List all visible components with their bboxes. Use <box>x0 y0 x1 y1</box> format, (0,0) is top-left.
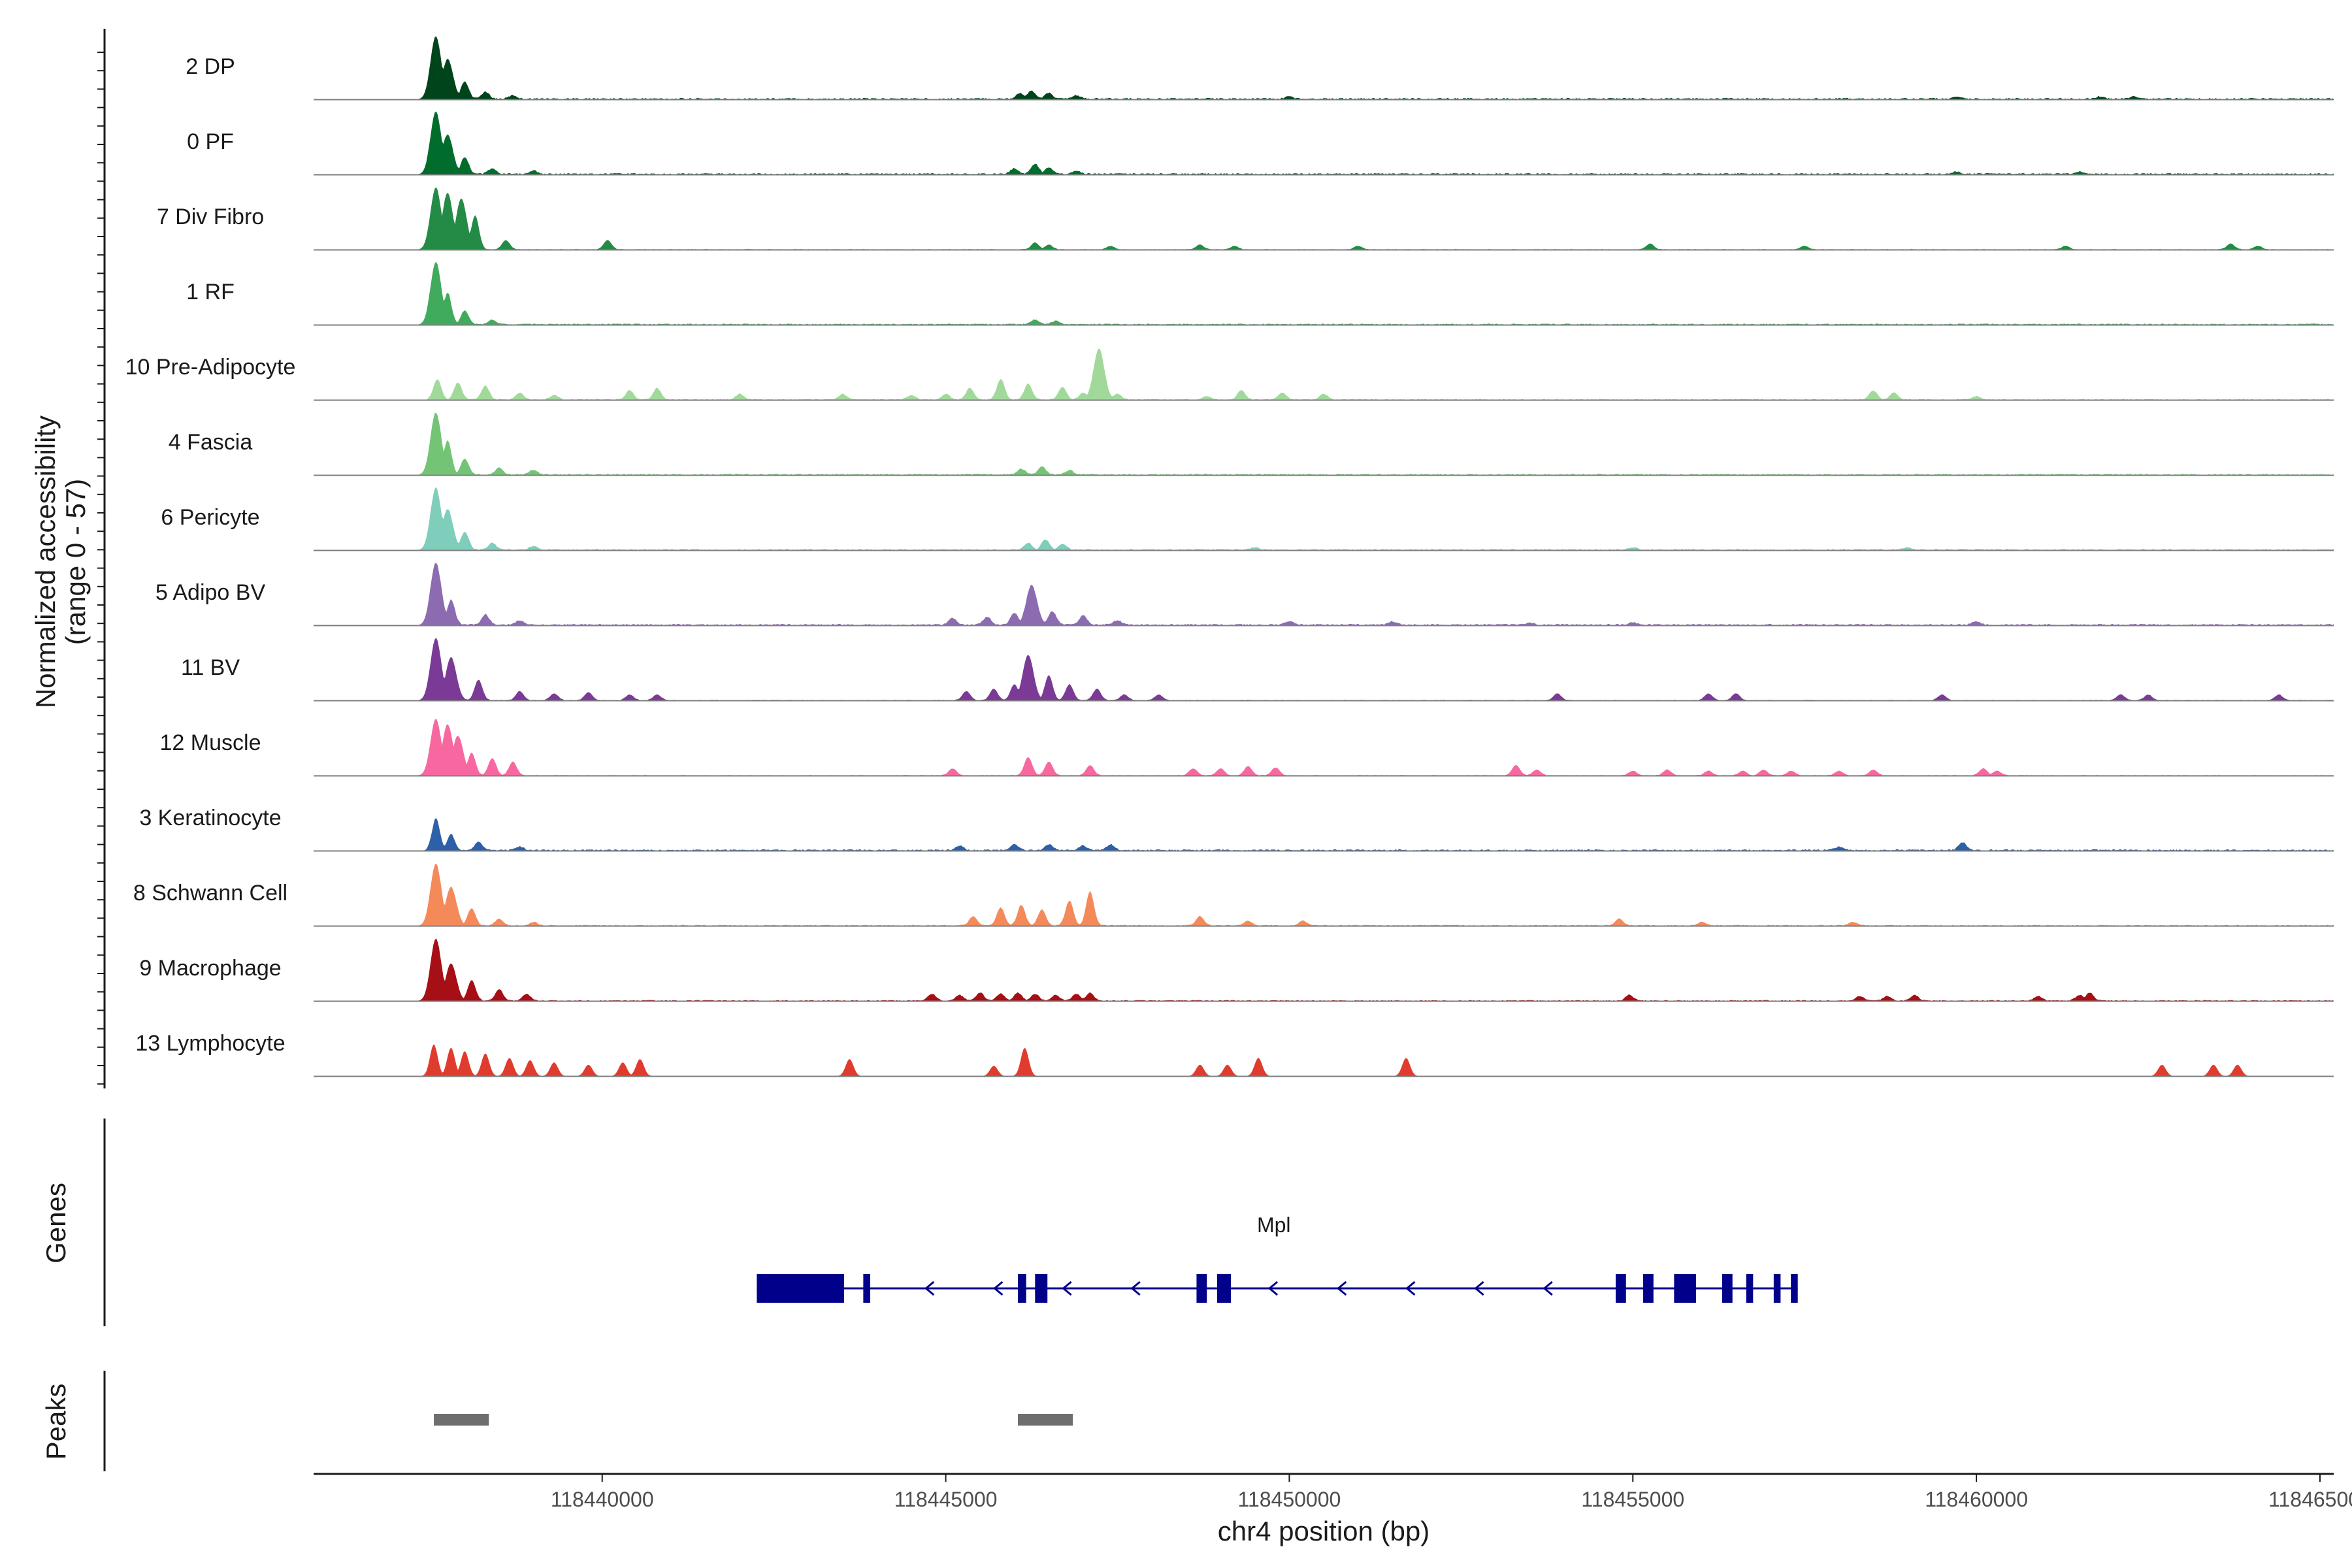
exon-9 <box>1674 1274 1697 1303</box>
exon-12 <box>1773 1274 1781 1303</box>
x-tick-label: 118460000 <box>1925 1488 2028 1511</box>
track-label-9-macrophage: 9 Macrophage <box>139 956 281 981</box>
gene-name-label: Mpl <box>1257 1213 1291 1237</box>
exon-2 <box>863 1274 870 1303</box>
strand-chevron <box>1130 1281 1141 1296</box>
track-3-keratinocyte: 3 Keratinocyte <box>139 806 2334 852</box>
gene-panel: Genes Mpl <box>41 1119 1798 1326</box>
strand-chevron <box>1405 1281 1416 1296</box>
peaks-panel-label: Peaks <box>41 1384 71 1460</box>
x-axis-label: chr4 position (bp) <box>1218 1516 1430 1546</box>
track-label-5-adipo-bv: 5 Adipo BV <box>155 580 266 605</box>
genes-panel-label: Genes <box>41 1183 71 1264</box>
track-label-1-rf: 1 RF <box>186 280 235 304</box>
strand-chevron <box>1062 1281 1072 1296</box>
track-label-10-pre-adipocyte: 10 Pre-Adipocyte <box>125 355 296 380</box>
strand-chevron <box>1543 1281 1553 1296</box>
x-tick-label: 118455000 <box>1581 1488 1684 1511</box>
strand-chevron <box>924 1281 935 1296</box>
track-0-pf: 0 PF <box>187 111 2334 176</box>
exon-3 <box>1017 1274 1026 1303</box>
coverage-13-lymphocyte <box>314 1044 2334 1076</box>
track-label-13-lymphocyte: 13 Lymphocyte <box>135 1031 285 1056</box>
y-axis-label: Normalized accessibility(range 0 - 57) <box>30 416 91 708</box>
track-8-schwann-cell: 8 Schwann Cell <box>133 863 2334 927</box>
track-9-macrophage: 9 Macrophage <box>139 938 2334 1002</box>
x-tick-label: 118445000 <box>894 1488 998 1511</box>
exon-7 <box>1615 1274 1626 1303</box>
track-7-div-fibro: 7 Div Fibro <box>157 187 2334 251</box>
coverage-tracks: 2 DP 0 PF 7 Div Fibro 1 RF 10 Pre-Adipocyte 4… <box>125 36 2334 1077</box>
y-axis-label-line2: (range 0 - 57) <box>60 479 91 645</box>
exon-4 <box>1035 1274 1048 1303</box>
x-tick-label: 118450000 <box>1238 1488 1341 1511</box>
track-12-muscle: 12 Muscle <box>160 719 2334 777</box>
peak-region-2 <box>1017 1414 1073 1426</box>
track-label-11-bv: 11 BV <box>181 655 240 680</box>
strand-chevron <box>1336 1281 1347 1296</box>
x-tick-label: 118465000 <box>2268 1488 2352 1511</box>
track-label-12-muscle: 12 Muscle <box>160 730 261 755</box>
track-label-3-keratinocyte: 3 Keratinocyte <box>139 806 281 830</box>
peak-region-1 <box>434 1414 489 1426</box>
exon-8 <box>1643 1274 1654 1303</box>
exon-5 <box>1196 1274 1207 1303</box>
strand-chevron <box>1267 1281 1279 1296</box>
y-axis-label-line1: Normalized accessibility <box>30 416 61 708</box>
x-tick-label: 118440000 <box>551 1488 654 1511</box>
exon-6 <box>1217 1274 1232 1303</box>
exon-11 <box>1746 1274 1754 1303</box>
track-label-6-pericyte: 6 Pericyte <box>161 505 259 530</box>
track-label-7-div-fibro: 7 Div Fibro <box>157 204 264 229</box>
track-label-0-pf: 0 PF <box>187 129 234 154</box>
track-label-4-fascia: 4 Fascia <box>169 430 253 455</box>
strand-chevron <box>993 1281 1004 1296</box>
track-13-lymphocyte: 13 Lymphocyte <box>135 1031 2334 1077</box>
track-10-pre-adipocyte: 10 Pre-Adipocyte <box>125 348 2334 401</box>
exon-1 <box>757 1274 844 1303</box>
axes: Normalized accessibility(range 0 - 57) 11… <box>30 29 2352 1546</box>
track-6-pericyte: 6 Pericyte <box>161 487 2334 551</box>
exon-13 <box>1791 1274 1798 1303</box>
peaks-panel: Peaks <box>41 1371 1073 1471</box>
exon-10 <box>1722 1274 1733 1303</box>
track-5-adipo-bv: 5 Adipo BV <box>155 563 2334 627</box>
track-2-dp: 2 DP <box>186 36 2334 101</box>
track-label-2-dp: 2 DP <box>186 54 235 79</box>
coverage-12-muscle <box>314 719 2334 776</box>
track-4-fascia: 4 Fascia <box>169 412 2334 476</box>
track-11-bv: 11 BV <box>181 638 2334 702</box>
track-label-8-schwann-cell: 8 Schwann Cell <box>133 881 287 906</box>
strand-chevron <box>1474 1281 1484 1296</box>
track-1-rf: 1 RF <box>186 261 2334 326</box>
